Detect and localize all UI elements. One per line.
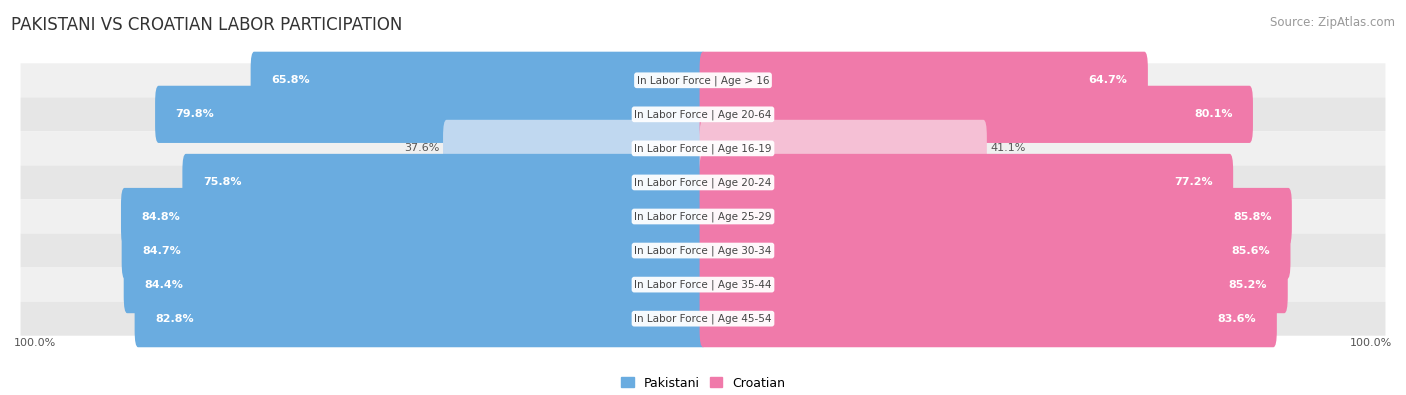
Text: 85.8%: 85.8% xyxy=(1233,211,1271,222)
Text: 100.0%: 100.0% xyxy=(14,338,56,348)
Legend: Pakistani, Croatian: Pakistani, Croatian xyxy=(616,372,790,395)
Text: In Labor Force | Age 20-24: In Labor Force | Age 20-24 xyxy=(634,177,772,188)
FancyBboxPatch shape xyxy=(700,256,1288,313)
Text: 77.2%: 77.2% xyxy=(1174,177,1213,188)
FancyBboxPatch shape xyxy=(21,199,1385,233)
Text: In Labor Force | Age 16-19: In Labor Force | Age 16-19 xyxy=(634,143,772,154)
FancyBboxPatch shape xyxy=(700,222,1291,279)
FancyBboxPatch shape xyxy=(700,188,1292,245)
Text: In Labor Force | Age 30-34: In Labor Force | Age 30-34 xyxy=(634,245,772,256)
FancyBboxPatch shape xyxy=(21,302,1385,336)
Text: In Labor Force | Age 45-54: In Labor Force | Age 45-54 xyxy=(634,313,772,324)
Text: 83.6%: 83.6% xyxy=(1218,314,1257,324)
Text: 37.6%: 37.6% xyxy=(405,143,440,153)
FancyBboxPatch shape xyxy=(700,86,1253,143)
Text: 84.8%: 84.8% xyxy=(142,211,180,222)
Text: Source: ZipAtlas.com: Source: ZipAtlas.com xyxy=(1270,16,1395,29)
FancyBboxPatch shape xyxy=(122,222,706,279)
FancyBboxPatch shape xyxy=(21,166,1385,199)
Text: 65.8%: 65.8% xyxy=(271,75,309,85)
Text: In Labor Force | Age 20-64: In Labor Force | Age 20-64 xyxy=(634,109,772,120)
FancyBboxPatch shape xyxy=(155,86,706,143)
Text: 84.4%: 84.4% xyxy=(145,280,183,290)
FancyBboxPatch shape xyxy=(21,233,1385,267)
Text: In Labor Force | Age > 16: In Labor Force | Age > 16 xyxy=(637,75,769,86)
FancyBboxPatch shape xyxy=(135,290,706,347)
Text: 41.1%: 41.1% xyxy=(990,143,1025,153)
FancyBboxPatch shape xyxy=(443,120,706,177)
FancyBboxPatch shape xyxy=(700,52,1147,109)
Text: 82.8%: 82.8% xyxy=(155,314,194,324)
Text: 79.8%: 79.8% xyxy=(176,109,214,119)
FancyBboxPatch shape xyxy=(183,154,706,211)
Text: In Labor Force | Age 35-44: In Labor Force | Age 35-44 xyxy=(634,279,772,290)
FancyBboxPatch shape xyxy=(124,256,706,313)
Text: 85.6%: 85.6% xyxy=(1232,246,1270,256)
FancyBboxPatch shape xyxy=(21,267,1385,302)
Text: 64.7%: 64.7% xyxy=(1088,75,1128,85)
FancyBboxPatch shape xyxy=(21,63,1385,97)
FancyBboxPatch shape xyxy=(121,188,706,245)
FancyBboxPatch shape xyxy=(21,132,1385,166)
Text: 100.0%: 100.0% xyxy=(1350,338,1392,348)
Text: 75.8%: 75.8% xyxy=(202,177,242,188)
FancyBboxPatch shape xyxy=(700,120,987,177)
Text: 84.7%: 84.7% xyxy=(142,246,181,256)
FancyBboxPatch shape xyxy=(21,97,1385,132)
FancyBboxPatch shape xyxy=(700,290,1277,347)
Text: PAKISTANI VS CROATIAN LABOR PARTICIPATION: PAKISTANI VS CROATIAN LABOR PARTICIPATIO… xyxy=(11,16,402,34)
FancyBboxPatch shape xyxy=(700,154,1233,211)
FancyBboxPatch shape xyxy=(250,52,706,109)
Text: 85.2%: 85.2% xyxy=(1229,280,1267,290)
Text: 80.1%: 80.1% xyxy=(1194,109,1233,119)
Text: In Labor Force | Age 25-29: In Labor Force | Age 25-29 xyxy=(634,211,772,222)
